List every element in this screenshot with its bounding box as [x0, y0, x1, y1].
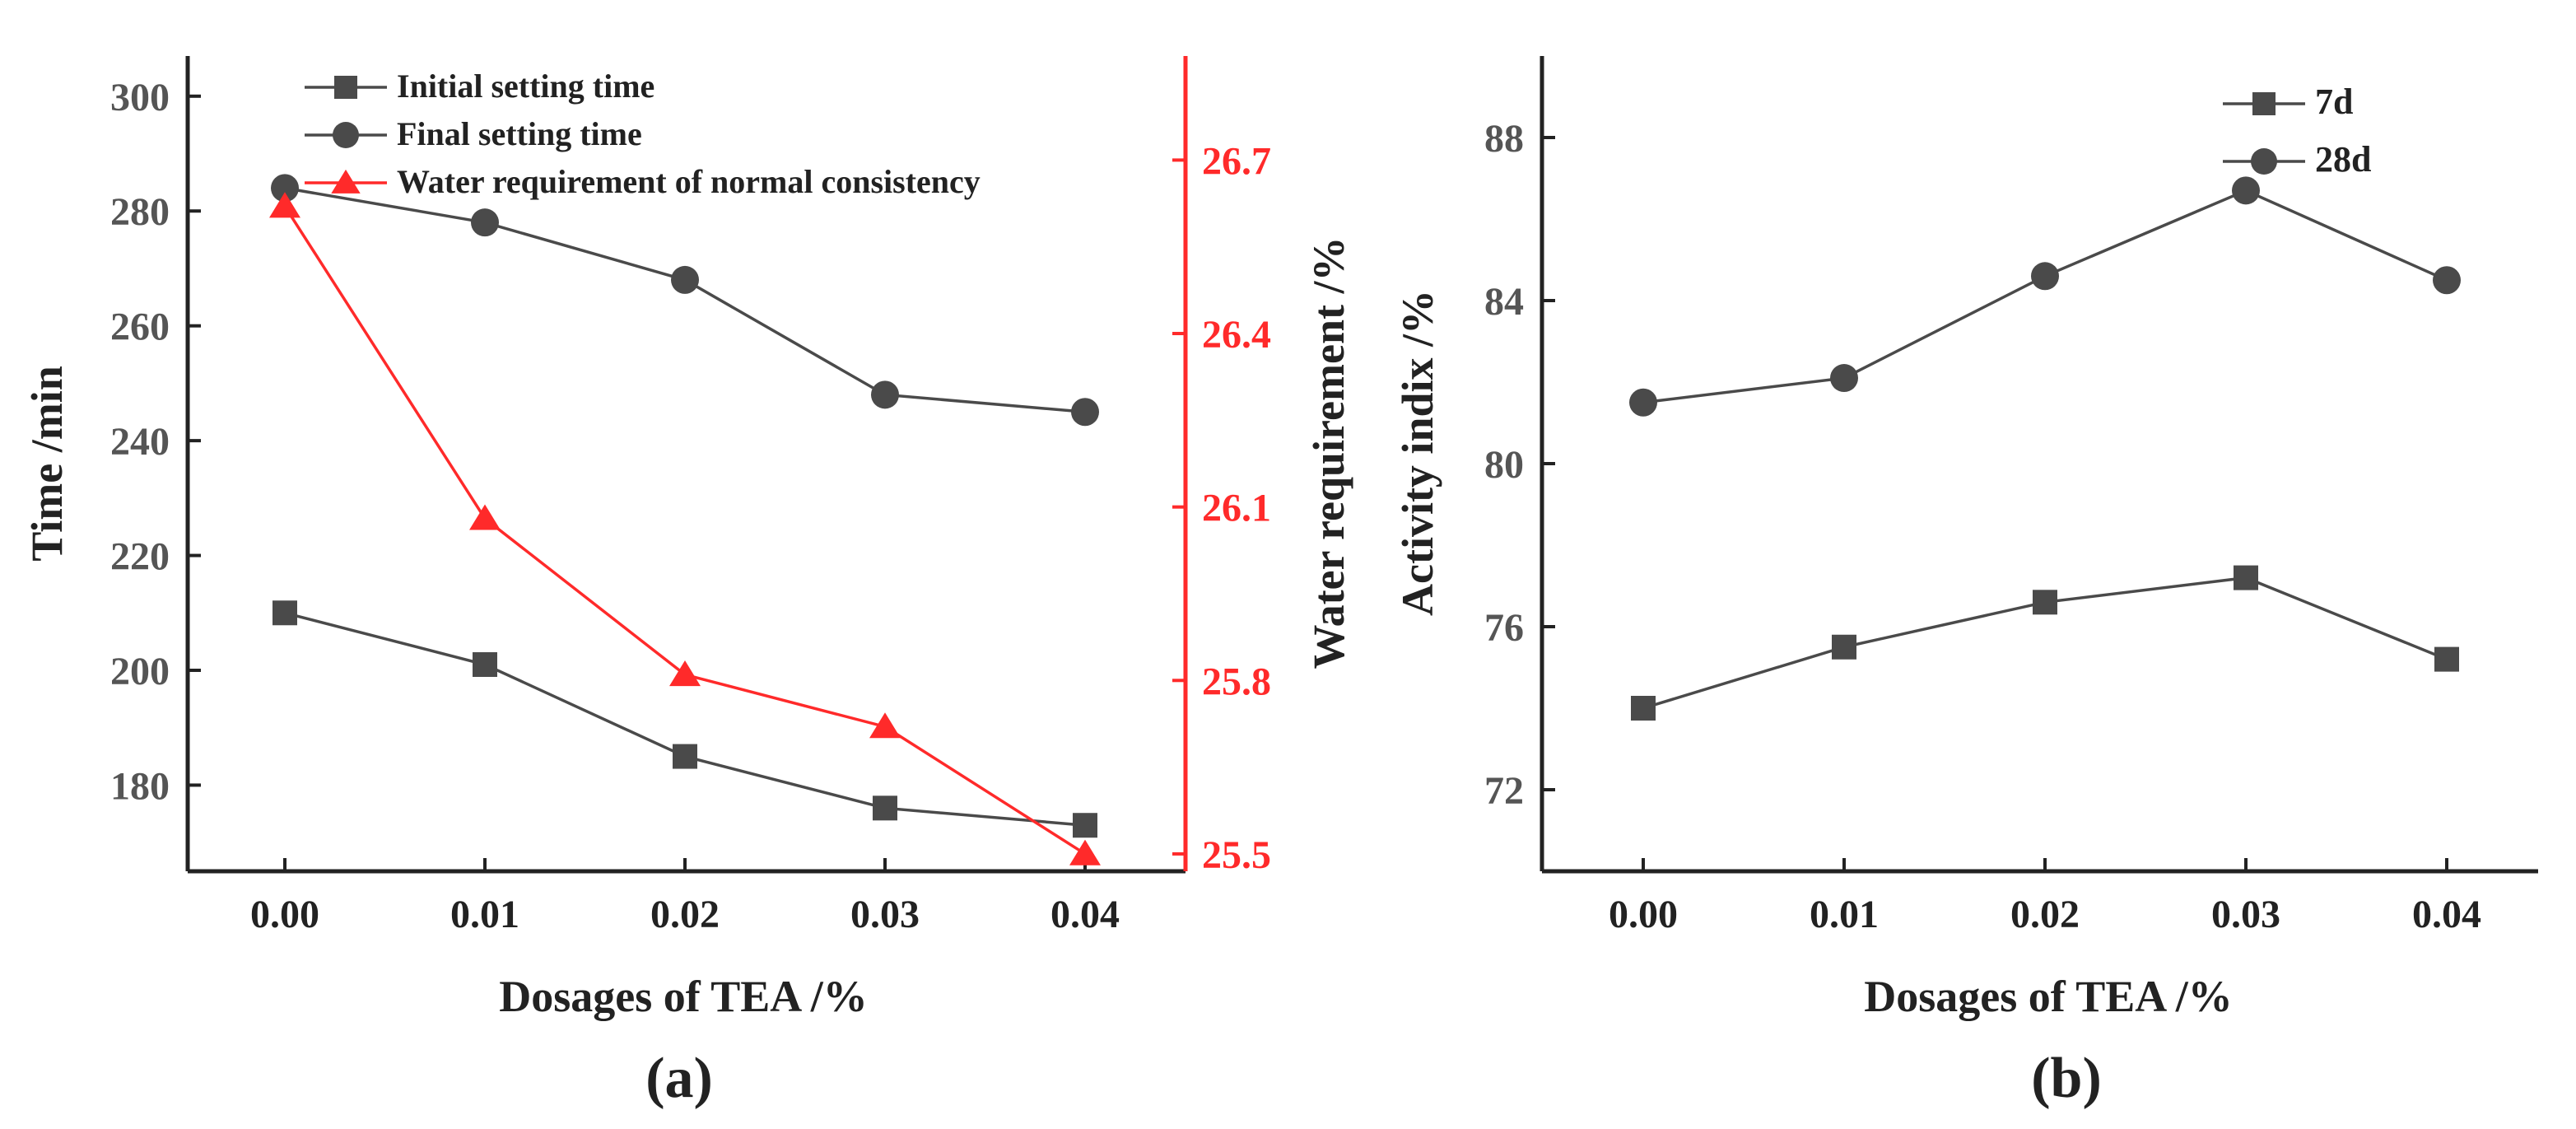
data-point-s0-1 — [473, 652, 497, 678]
panel-b-ylabel: Activity indix /% — [1393, 290, 1442, 616]
data-point-s0-3 — [873, 795, 897, 821]
y-tick-label: 84 — [1484, 280, 1524, 324]
x-tick-label: 0.04 — [2412, 893, 2481, 936]
y-tick-label: 180 — [110, 764, 170, 808]
data-point-s0-4 — [2434, 646, 2459, 672]
panel-a-caption: (a) — [645, 1047, 713, 1110]
y-tick-label: 76 — [1484, 606, 1524, 650]
legend-marker-0 — [2252, 92, 2276, 115]
data-point-s2-3 — [869, 712, 901, 739]
data-point-s0-2 — [2033, 590, 2057, 615]
legend-label-0: 7d — [2315, 82, 2353, 122]
data-point-s0-1 — [1832, 634, 1856, 660]
legend-marker-2 — [331, 169, 361, 194]
data-point-s1-1 — [471, 208, 499, 237]
y-tick-label: 240 — [110, 420, 170, 464]
legend-label-1: Final setting time — [397, 115, 642, 152]
y-tick-label: 72 — [1484, 769, 1524, 813]
data-point-s1-0 — [1629, 388, 1657, 417]
x-tick-label: 0.02 — [2010, 893, 2080, 936]
legend-marker-0 — [334, 76, 357, 99]
panel-b-xlabel: Dosages of TEA /% — [1864, 972, 2233, 1021]
x-tick-label: 0.04 — [1050, 893, 1120, 936]
x-tick-label: 0.01 — [450, 893, 519, 936]
y-tick-label: 300 — [110, 76, 170, 119]
data-point-s0-3 — [2234, 565, 2258, 590]
panel-a-ylabel: Time /min — [22, 366, 72, 562]
series-line-0 — [284, 611, 1086, 827]
series-line-1 — [1642, 189, 2448, 404]
y-tick-label: 220 — [110, 535, 170, 579]
data-point-s1-3 — [2232, 176, 2260, 205]
panel-a: Time /min Water requirement /% Dosages o… — [22, 56, 1353, 1110]
data-point-s0-0 — [1631, 696, 1656, 721]
y2-tick-label: 26.4 — [1202, 313, 1271, 357]
x-tick-label: 0.00 — [250, 893, 319, 936]
x-tick-label: 0.01 — [1810, 893, 1879, 936]
y-tick-label: 260 — [110, 306, 170, 349]
data-point-s1-2 — [2031, 262, 2059, 291]
y2-tick-label: 26.7 — [1202, 139, 1271, 183]
data-point-s1-2 — [671, 265, 699, 294]
y-tick-label: 88 — [1484, 117, 1524, 161]
x-tick-label: 0.02 — [650, 893, 720, 936]
y2-tick-label: 26.1 — [1202, 487, 1271, 530]
data-point-s2-1 — [469, 504, 501, 530]
legend-label-2: Water requirement of normal consistency — [397, 163, 981, 200]
data-point-s0-4 — [1073, 813, 1097, 838]
data-point-s2-2 — [669, 660, 701, 687]
x-tick-label: 0.00 — [1609, 893, 1678, 936]
data-point-s0-2 — [673, 744, 697, 769]
x-tick-label: 0.03 — [850, 893, 920, 936]
panel-b: Activity indix /% Dosages of TEA /% (b) … — [1393, 56, 2538, 1110]
legend-label-0: Initial setting time — [397, 68, 654, 105]
panel-b-caption: (b) — [2031, 1047, 2102, 1110]
data-point-s1-4 — [2433, 266, 2461, 295]
data-point-s2-0 — [269, 192, 300, 218]
y-tick-label: 200 — [110, 650, 170, 693]
data-point-s1-4 — [1071, 398, 1099, 427]
y-tick-label: 80 — [1484, 443, 1524, 487]
data-point-s1-1 — [1830, 364, 1858, 393]
series-line-1 — [284, 186, 1086, 413]
y2-tick-label: 25.5 — [1202, 833, 1271, 877]
data-point-s1-0 — [271, 174, 299, 203]
data-point-s0-0 — [273, 600, 297, 626]
panel-a-xlabel: Dosages of TEA /% — [499, 972, 868, 1021]
legend-label-1: 28d — [2315, 139, 2371, 180]
x-tick-label: 0.03 — [2211, 893, 2280, 936]
panel-a-y2label: Water requirement /% — [1304, 237, 1353, 669]
y-tick-label: 280 — [110, 190, 170, 234]
y2-tick-label: 25.8 — [1202, 660, 1271, 703]
legend-marker-1 — [2251, 148, 2277, 175]
data-point-s2-4 — [1069, 839, 1101, 865]
data-point-s1-3 — [871, 380, 899, 409]
legend-marker-1 — [333, 122, 359, 148]
